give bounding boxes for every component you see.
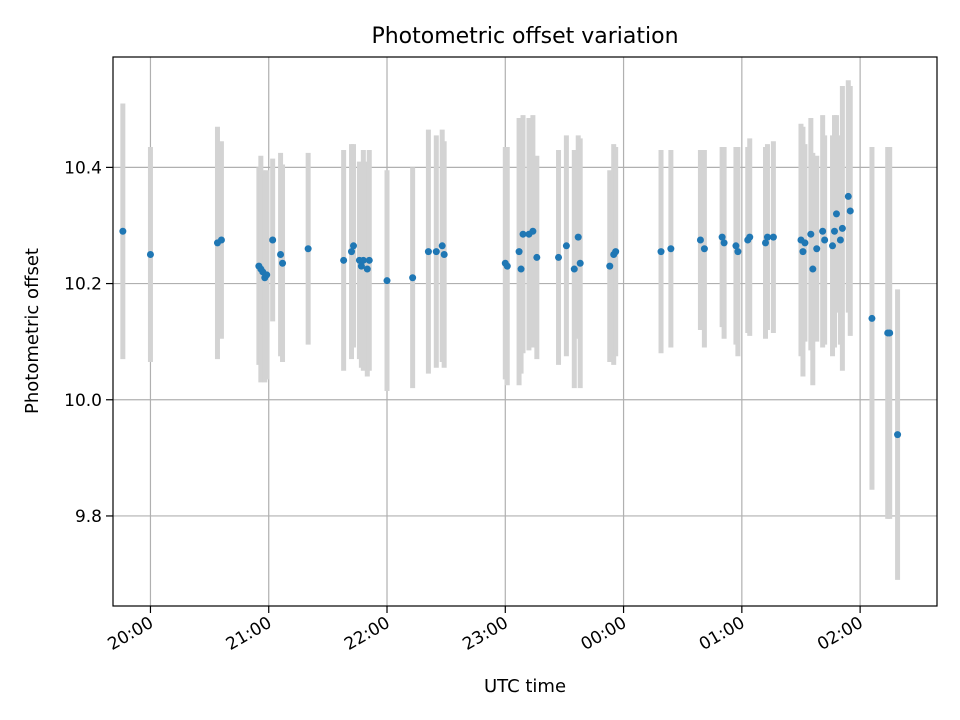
- data-point: [844, 192, 852, 200]
- data-point: [440, 251, 448, 259]
- data-point: [503, 262, 511, 270]
- x-tick-label: 21:00: [223, 613, 275, 655]
- data-point: [348, 248, 356, 256]
- data-point: [357, 262, 365, 270]
- y-tick-label: 10.0: [64, 391, 102, 411]
- data-point: [718, 233, 726, 241]
- data-point: [277, 251, 285, 259]
- chart-title: Photometric offset variation: [371, 24, 678, 49]
- data-point: [830, 227, 838, 235]
- y-tick-label: 10.2: [64, 275, 102, 295]
- x-tick-label: 00:00: [578, 613, 630, 655]
- data-point: [809, 265, 817, 273]
- data-point: [606, 262, 614, 270]
- data-point: [799, 248, 807, 256]
- data-point: [720, 239, 728, 247]
- y-axis-label: Photometric offset: [22, 248, 43, 414]
- data-point: [363, 265, 371, 273]
- data-point: [807, 230, 815, 238]
- x-tick-label: 23:00: [459, 613, 511, 655]
- data-point: [734, 248, 742, 256]
- data-point: [838, 224, 846, 232]
- x-tick-label: 20:00: [105, 613, 157, 655]
- plot-frame: [112, 56, 938, 607]
- data-point: [515, 248, 523, 256]
- data-point: [769, 233, 777, 241]
- data-point: [576, 259, 584, 267]
- data-point: [432, 248, 440, 256]
- data-point: [763, 233, 771, 241]
- data-point: [349, 242, 357, 250]
- data-point: [836, 236, 844, 244]
- data-point: [340, 256, 348, 264]
- data-point: [696, 236, 704, 244]
- data-point: [832, 210, 840, 218]
- data-point: [746, 233, 754, 241]
- error-bars: [120, 80, 901, 580]
- x-axis-ticks: 20:00 21:00 22:00 23:00 00:00 01:00 02:00: [105, 606, 867, 655]
- data-point: [612, 248, 620, 256]
- data-point: [533, 253, 541, 261]
- data-point: [279, 259, 287, 267]
- data-point: [846, 207, 854, 215]
- data-point: [269, 236, 277, 244]
- data-point: [263, 271, 271, 279]
- y-axis-ticks: 9.8 10.0 10.2 10.4: [64, 158, 113, 527]
- data-point: [570, 265, 578, 273]
- x-tick-label: 02:00: [814, 613, 866, 655]
- data-point: [555, 253, 563, 261]
- data-point: [409, 274, 417, 282]
- data-point: [519, 230, 527, 238]
- data-point: [761, 239, 769, 247]
- data-point: [894, 431, 902, 439]
- x-tick-label: 01:00: [696, 613, 748, 655]
- data-point: [821, 236, 829, 244]
- data-point: [667, 245, 675, 253]
- data-point: [819, 227, 827, 235]
- data-point: [146, 251, 154, 259]
- data-point: [517, 265, 525, 273]
- data-point: [886, 329, 894, 337]
- x-axis-label: UTC time: [484, 676, 566, 697]
- data-points: [119, 192, 902, 439]
- y-tick-label: 9.8: [75, 507, 102, 527]
- data-point: [813, 245, 821, 253]
- data-point: [801, 239, 809, 247]
- data-point: [383, 277, 391, 285]
- data-point: [657, 248, 665, 256]
- data-point: [829, 242, 837, 250]
- y-tick-label: 10.4: [64, 158, 102, 178]
- data-point: [438, 242, 446, 250]
- x-tick-label: 22:00: [341, 613, 393, 655]
- data-point: [529, 227, 537, 235]
- data-point: [359, 256, 367, 264]
- data-point: [119, 227, 127, 235]
- data-point: [365, 256, 373, 264]
- data-point: [304, 245, 312, 253]
- data-point: [732, 242, 740, 250]
- data-point: [562, 242, 570, 250]
- data-point: [574, 233, 582, 241]
- data-point: [217, 236, 225, 244]
- data-point: [868, 314, 876, 322]
- data-point: [424, 248, 432, 256]
- data-point: [700, 245, 708, 253]
